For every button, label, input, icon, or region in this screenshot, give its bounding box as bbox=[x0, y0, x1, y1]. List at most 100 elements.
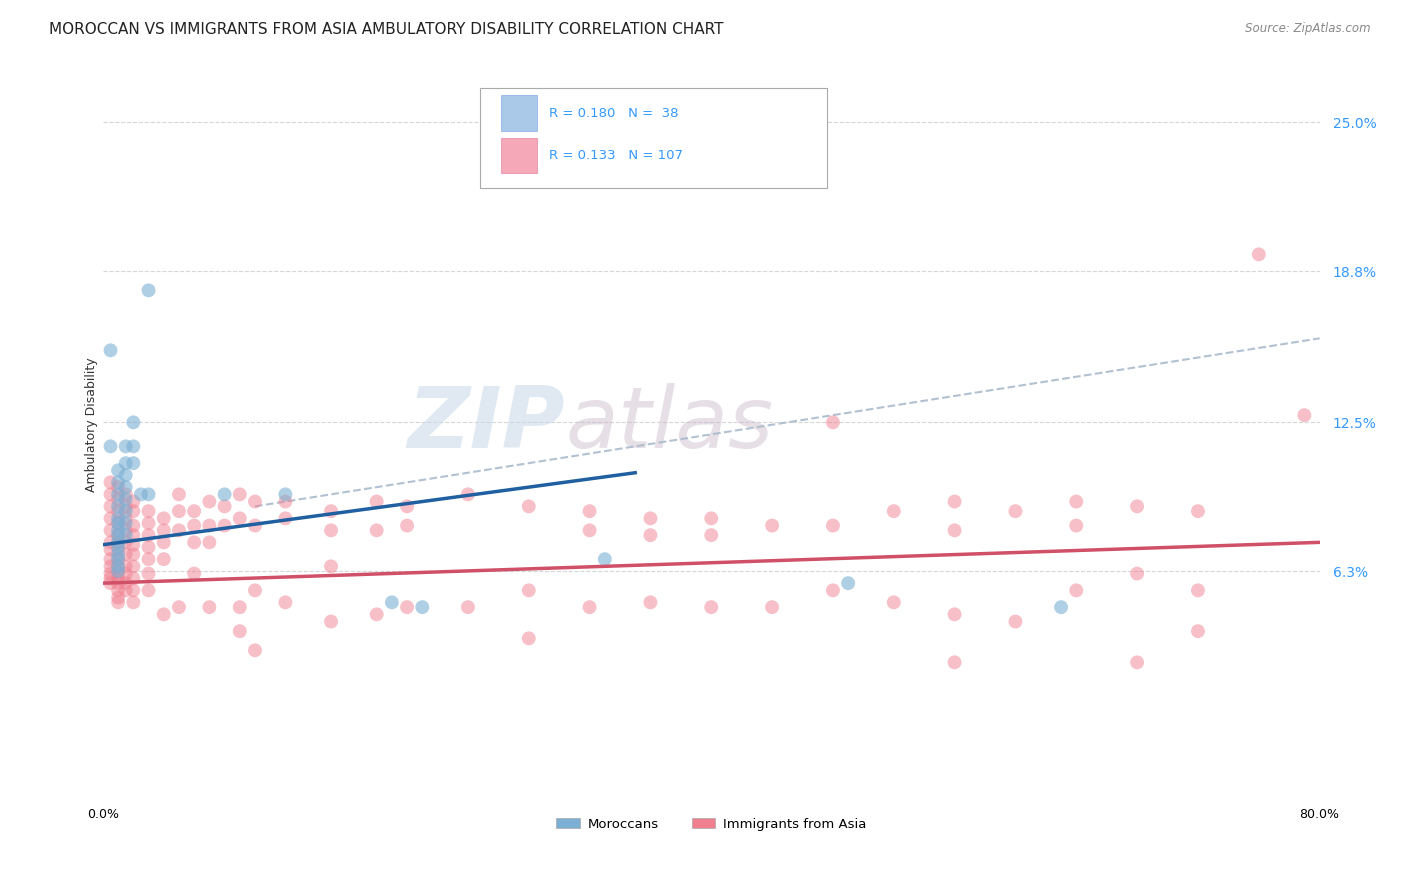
Point bbox=[396, 518, 419, 533]
Point bbox=[114, 480, 136, 494]
Point bbox=[640, 528, 662, 542]
Point bbox=[152, 524, 174, 538]
Point bbox=[214, 487, 236, 501]
Bar bbox=[501, 95, 537, 131]
Point bbox=[214, 518, 236, 533]
Point bbox=[366, 524, 388, 538]
Point bbox=[122, 559, 145, 574]
Point bbox=[381, 595, 404, 609]
Point bbox=[138, 528, 160, 542]
Point bbox=[198, 494, 221, 508]
Point bbox=[122, 518, 145, 533]
Point bbox=[100, 524, 122, 538]
Point bbox=[107, 564, 129, 578]
Point bbox=[138, 487, 160, 501]
Point bbox=[114, 504, 136, 518]
Point bbox=[152, 552, 174, 566]
Point bbox=[457, 487, 479, 501]
Point bbox=[319, 559, 342, 574]
Point bbox=[578, 600, 600, 615]
Point bbox=[107, 516, 129, 530]
Y-axis label: Ambulatory Disability: Ambulatory Disability bbox=[86, 358, 98, 492]
Point bbox=[152, 511, 174, 525]
Text: R = 0.180   N =  38: R = 0.180 N = 38 bbox=[550, 107, 679, 120]
Point bbox=[107, 547, 129, 561]
Point bbox=[152, 535, 174, 549]
Point bbox=[107, 542, 129, 557]
Point bbox=[114, 456, 136, 470]
Point bbox=[837, 576, 859, 591]
Bar bbox=[501, 138, 537, 173]
Point bbox=[114, 500, 136, 514]
Text: atlas: atlas bbox=[565, 384, 773, 467]
Point bbox=[138, 566, 160, 581]
Point bbox=[100, 475, 122, 490]
Point bbox=[114, 516, 136, 530]
Point bbox=[100, 487, 122, 501]
Point bbox=[100, 571, 122, 585]
Point bbox=[107, 540, 129, 554]
Point bbox=[122, 538, 145, 552]
Point bbox=[243, 643, 266, 657]
Point bbox=[274, 494, 297, 508]
Point bbox=[1004, 615, 1026, 629]
Point bbox=[107, 566, 129, 581]
Point bbox=[183, 535, 205, 549]
Point bbox=[114, 566, 136, 581]
Point bbox=[114, 528, 136, 542]
Point bbox=[396, 500, 419, 514]
Point bbox=[1004, 504, 1026, 518]
Point bbox=[107, 487, 129, 501]
Point bbox=[114, 524, 136, 538]
Point bbox=[821, 583, 844, 598]
Point bbox=[1064, 583, 1087, 598]
Point bbox=[107, 524, 129, 538]
Point bbox=[138, 283, 160, 297]
Point bbox=[167, 487, 190, 501]
Point bbox=[183, 518, 205, 533]
Point bbox=[114, 583, 136, 598]
Point bbox=[138, 552, 160, 566]
Point bbox=[943, 494, 966, 508]
Point bbox=[100, 535, 122, 549]
Point bbox=[1187, 583, 1209, 598]
Point bbox=[274, 487, 297, 501]
Point bbox=[700, 528, 723, 542]
Point bbox=[107, 535, 129, 549]
Point bbox=[114, 547, 136, 561]
Point bbox=[243, 583, 266, 598]
Legend: Moroccans, Immigrants from Asia: Moroccans, Immigrants from Asia bbox=[551, 813, 872, 836]
Point bbox=[229, 600, 252, 615]
Point bbox=[700, 511, 723, 525]
Point bbox=[198, 535, 221, 549]
Point bbox=[122, 415, 145, 429]
Point bbox=[1064, 518, 1087, 533]
Point bbox=[100, 576, 122, 591]
Point bbox=[122, 439, 145, 453]
Point bbox=[167, 504, 190, 518]
Point bbox=[1064, 494, 1087, 508]
Point bbox=[578, 524, 600, 538]
Point bbox=[761, 600, 783, 615]
Point bbox=[167, 524, 190, 538]
Point bbox=[517, 500, 540, 514]
FancyBboxPatch shape bbox=[479, 88, 827, 188]
Point bbox=[700, 600, 723, 615]
Point bbox=[183, 504, 205, 518]
Point bbox=[821, 518, 844, 533]
Point bbox=[107, 528, 129, 542]
Point bbox=[114, 468, 136, 483]
Point bbox=[274, 595, 297, 609]
Point bbox=[243, 518, 266, 533]
Point bbox=[411, 600, 433, 615]
Point bbox=[138, 516, 160, 530]
Point bbox=[114, 559, 136, 574]
Point bbox=[122, 547, 145, 561]
Point bbox=[1187, 504, 1209, 518]
Point bbox=[943, 656, 966, 670]
Point bbox=[640, 595, 662, 609]
Point bbox=[100, 552, 122, 566]
Point bbox=[107, 516, 129, 530]
Point bbox=[107, 480, 129, 494]
Point bbox=[107, 571, 129, 585]
